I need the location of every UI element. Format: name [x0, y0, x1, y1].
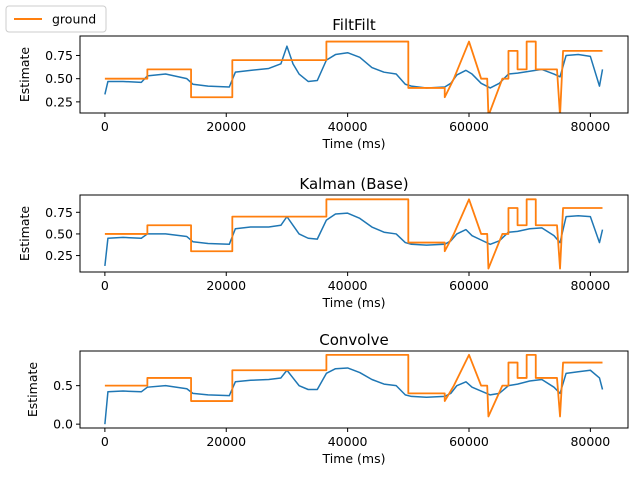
y-tick-label: 0.25	[45, 248, 73, 263]
axes-frame	[79, 350, 629, 429]
y-tick-label: 0.75	[45, 205, 73, 220]
x-tick-label: 60000	[449, 434, 489, 449]
y-tick-label: 0.50	[45, 226, 73, 241]
y-tick-label: 0.0	[53, 417, 73, 432]
x-axis-label: Time (ms)	[321, 295, 385, 310]
x-tick-label: 0	[101, 434, 109, 449]
axes-frame	[79, 35, 629, 114]
series-estimate-line	[104, 45, 604, 95]
x-tick-label: 20000	[206, 434, 246, 449]
x-tick-label: 20000	[206, 278, 246, 293]
subplot-3: 0 20000 40000 60000 80000 0.0 0.5 Convolve Time …	[25, 331, 629, 466]
subplot-title: Convolve	[319, 331, 389, 349]
x-tick-label: 80000	[570, 434, 610, 449]
x-tick-label: 60000	[449, 119, 489, 134]
series-ground-line	[104, 40, 603, 113]
series-group	[104, 40, 604, 113]
legend-frame	[5, 5, 107, 33]
legend-ground-label: ground	[52, 12, 96, 27]
subplot-2: 0 20000 40000 60000 80000 0.25 0.50 0.75 Kalman …	[17, 175, 629, 310]
x-tick-label: 60000	[449, 278, 489, 293]
series-group	[104, 353, 604, 425]
subplot-title: Kalman (Base)	[299, 175, 408, 193]
series-estimate-line	[104, 212, 604, 267]
subplots: 0 20000 40000 60000 800000.250.500.75FiltFil…	[17, 16, 629, 466]
x-tick-label: 20000	[206, 119, 246, 134]
x-tick-label: 80000	[570, 119, 610, 134]
y-axis-label: Estimate	[17, 206, 32, 262]
series-estimate-line	[104, 367, 604, 425]
x-tick-label: 40000	[328, 434, 368, 449]
series-group	[104, 198, 604, 270]
legend: ground	[5, 5, 107, 33]
x-tick-label: 40000	[328, 119, 368, 134]
series-ground-line	[104, 198, 603, 270]
y-axis-label: Estimate	[25, 362, 40, 418]
y-tick-label: 0.50	[45, 71, 73, 86]
y-tick-label: 0.25	[45, 94, 73, 109]
x-axis-label: Time (ms)	[321, 136, 385, 151]
x-tick-label: 80000	[570, 278, 610, 293]
x-tick-label: 0	[101, 278, 109, 293]
subplot-title: FiltFilt	[332, 16, 376, 34]
x-tick-label: 40000	[328, 278, 368, 293]
series-ground-line	[104, 353, 603, 418]
y-axis-label: Estimate	[17, 47, 32, 103]
subplot-1: 0 20000 40000 60000 80000 0.25 0.50 0.75 FiltFil…	[17, 16, 629, 151]
y-tick-label: 0.75	[45, 48, 73, 63]
y-tick-label: 0.5	[53, 378, 73, 393]
x-axis-label: Time (ms)	[321, 451, 385, 466]
x-tick-label: 0	[101, 119, 109, 134]
